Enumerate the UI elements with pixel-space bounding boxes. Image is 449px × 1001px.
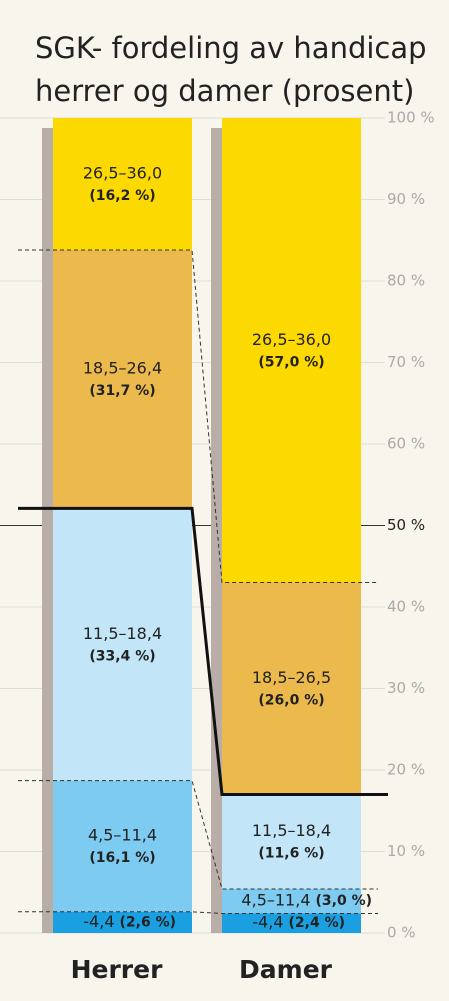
segment-label: 4,5–11,4 (88, 826, 157, 845)
y-tick-label: 40 % (387, 598, 425, 616)
value-label: (26,0 %) (258, 693, 324, 709)
bar-segment (53, 118, 192, 251)
value-label: (57,0 %) (258, 354, 324, 370)
y-tick-label: 70 % (387, 353, 425, 371)
segment-label: 11,5–18,4 (83, 624, 162, 643)
y-tick-label: 0 % (387, 924, 416, 942)
value-label: (33,4 %) (89, 648, 155, 664)
segment-label: 11,5–18,4 (252, 821, 331, 840)
y-tick-label: 20 % (387, 761, 425, 779)
y-tick-label: 100 % (387, 109, 435, 127)
value-label: (31,7 %) (89, 383, 155, 399)
chart-title: herrer og damer (prosent) (35, 74, 414, 108)
bar-segment (53, 250, 192, 509)
y-tick-label: 80 % (387, 272, 425, 290)
y-tick-label: 30 % (387, 679, 425, 697)
segment-label: 4,5–11,4 (241, 891, 310, 910)
y-tick-label: 90 % (387, 190, 425, 208)
bar-segment (53, 911, 192, 933)
segment-label: -4,4 (252, 913, 283, 932)
connector (18, 911, 378, 914)
chart-title: SGK- fordeling av handicap (35, 31, 427, 65)
bar-segment (53, 508, 192, 781)
connector (18, 780, 378, 890)
threshold-line (18, 506, 388, 796)
connector (18, 249, 378, 584)
segment-label: 26,5–36,0 (83, 164, 162, 183)
segment-label: 26,5–36,0 (252, 330, 331, 349)
x-tick-label: Damer (239, 955, 333, 984)
bar-segment (222, 118, 361, 583)
segment-label: 18,5–26,5 (252, 668, 331, 687)
y-tick-label: 50 % (387, 516, 425, 534)
value-label: (2,6 %) (120, 914, 177, 930)
bar-segment (222, 794, 361, 889)
y-tick-label: 60 % (387, 435, 425, 453)
bar-segment (222, 888, 361, 914)
value-label: (16,2 %) (89, 188, 155, 204)
y-tick-label: 10 % (387, 842, 425, 860)
x-tick-label: Herrer (71, 955, 163, 984)
value-label: (2,4 %) (289, 915, 346, 931)
value-label: (3,0 %) (316, 893, 373, 909)
segment-label: -4,4 (83, 912, 114, 931)
bar-segment (53, 780, 192, 912)
bar-segment (222, 582, 361, 795)
bar-segment (222, 913, 361, 933)
segment-label: 18,5–26,4 (83, 359, 162, 378)
value-label: (11,6 %) (258, 846, 324, 862)
value-label: (16,1 %) (89, 850, 155, 866)
